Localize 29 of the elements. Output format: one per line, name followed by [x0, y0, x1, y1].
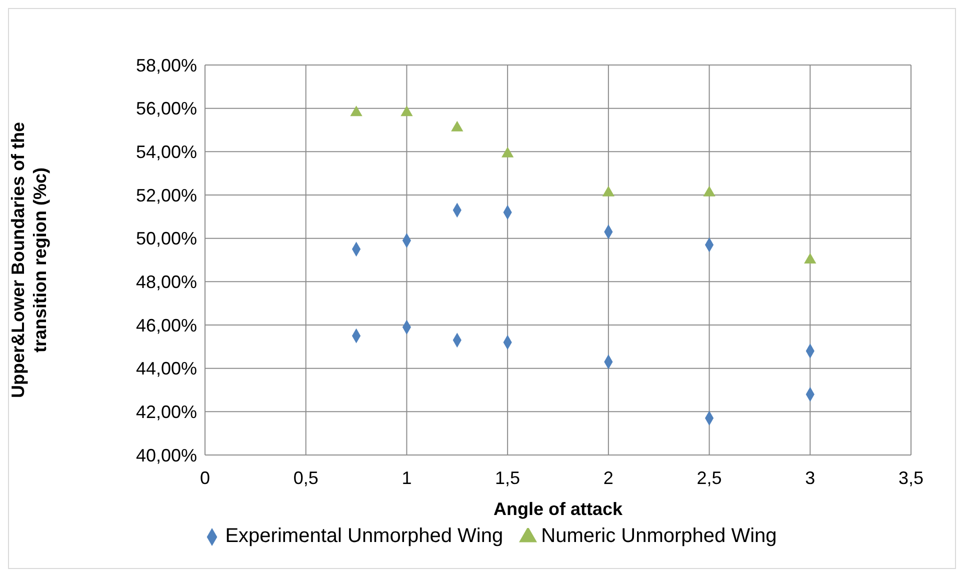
- x-tick-label: 0,5: [293, 468, 318, 488]
- y-tick-label: 42,00%: [136, 402, 197, 422]
- point: [804, 252, 816, 264]
- x-axis-title: Angle of attack: [493, 499, 624, 519]
- point: [703, 186, 716, 196]
- y-tick-label: 44,00%: [136, 358, 197, 379]
- x-tick-label: 3: [805, 468, 816, 488]
- y-tick-label: 50,00%: [136, 228, 197, 249]
- y-tick-label: 56,00%: [136, 98, 197, 119]
- y-tick-label: 48,00%: [136, 272, 197, 292]
- x-tick-label: 2: [603, 468, 614, 488]
- point: [602, 186, 615, 196]
- x-tick-label: 1,5: [495, 468, 520, 488]
- point: [451, 120, 464, 132]
- x-tick-label: 1: [402, 468, 412, 488]
- x-tick-label: 0: [200, 468, 210, 488]
- x-tick-label: 2,5: [696, 468, 722, 488]
- point: [400, 106, 413, 116]
- y-axis-title: Upper&Lower Boundaries of the transition region (%c): [8, 122, 50, 398]
- legend-label: Numeric Unmorphed Wing: [541, 525, 777, 547]
- x-tick-label: 3,5: [898, 468, 924, 488]
- y-tick-label: 40,00%: [136, 445, 197, 466]
- y-tick-label: 54,00%: [136, 142, 197, 162]
- y-tick-label: 46,00%: [136, 315, 197, 336]
- legend-label: Experimental Unmorphed Wing: [225, 525, 504, 547]
- y-tick-label: 58,00%: [136, 55, 197, 76]
- point: [501, 146, 514, 158]
- point: [350, 106, 362, 116]
- y-tick-label: 52,00%: [136, 185, 197, 206]
